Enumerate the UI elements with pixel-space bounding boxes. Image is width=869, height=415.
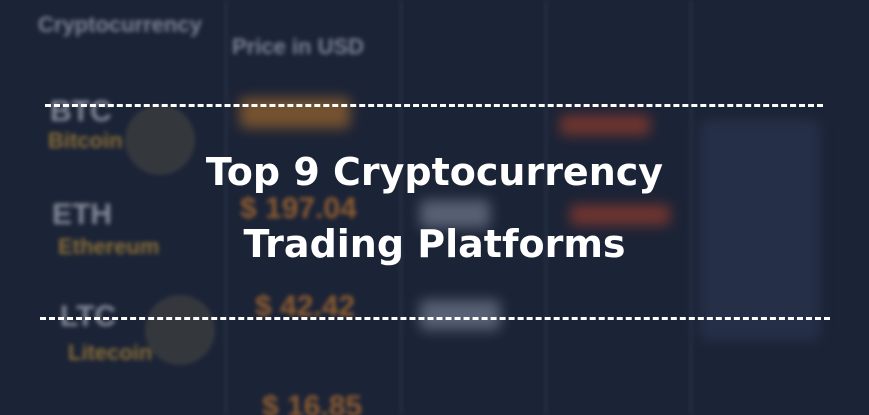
header-cell: Cryptocurrency — [38, 12, 202, 37]
symbol: BTC — [50, 95, 112, 128]
blurred-price — [240, 98, 350, 128]
title-line: Trading Platforms — [243, 222, 626, 266]
title-line: Top 9 Cryptocurrency — [205, 150, 664, 194]
blurred-cell — [700, 120, 820, 340]
blurred-cell — [420, 200, 490, 228]
blurred-cell — [560, 115, 650, 135]
blurred-cell — [570, 205, 670, 225]
coin-icon — [145, 295, 215, 365]
divider — [40, 317, 830, 320]
blurred-cell — [420, 300, 500, 330]
symbol: ETH — [52, 198, 112, 231]
column-divider — [225, 0, 227, 415]
price: $ 16.85 — [262, 390, 363, 415]
coin-name: Bitcoin — [48, 128, 123, 153]
symbol: LTC — [60, 300, 117, 333]
column-divider — [690, 0, 692, 415]
header-cell: Price in USD — [232, 34, 365, 59]
price: $ 197.04 — [240, 192, 357, 225]
column-divider — [400, 0, 402, 415]
coin-icon — [125, 105, 195, 175]
divider — [45, 104, 823, 107]
column-divider — [545, 0, 547, 415]
coin-name: Litecoin — [68, 340, 153, 365]
coin-name: Ethereum — [58, 234, 160, 259]
